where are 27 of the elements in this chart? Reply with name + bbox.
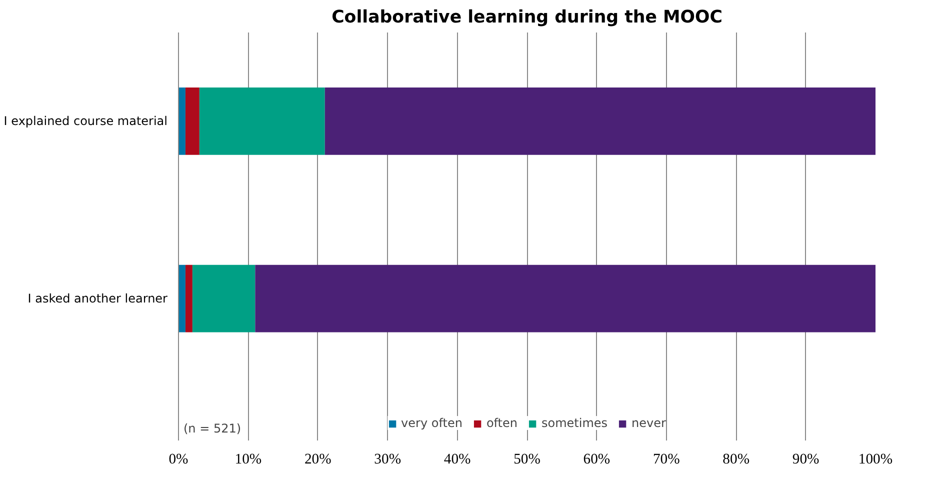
legend-label: often [486, 416, 518, 430]
bar [192, 264, 256, 332]
bar [185, 264, 192, 332]
x-tick-label: 60% [583, 452, 610, 468]
bar [185, 87, 200, 155]
bar [324, 87, 876, 155]
bar [178, 87, 186, 155]
chart-title: Collaborative learning during the MOOC [332, 8, 722, 28]
legend-label: sometimes [542, 416, 608, 430]
x-tick-label: 20% [304, 452, 332, 468]
x-tick-label: 40% [444, 452, 471, 468]
x-tick-label: 10% [234, 452, 262, 468]
legend-label: very often [401, 416, 462, 430]
x-tick-label: 90% [792, 452, 820, 468]
x-tick-label: 50% [514, 452, 540, 468]
bar [255, 264, 876, 332]
bar [178, 264, 186, 332]
y-tick-label: I explained course material [4, 114, 168, 128]
x-tick-label: 100% [858, 452, 893, 468]
bar [199, 87, 325, 155]
annotation: (n = 521) [184, 422, 242, 436]
x-tick-label: 70% [652, 452, 680, 468]
x-tick-label: 0% [168, 452, 188, 468]
x-tick-label: 80% [722, 452, 750, 468]
legend-label: never [632, 416, 666, 430]
x-tick-label: 30% [374, 452, 402, 468]
y-tick-label: I asked another learner [28, 292, 168, 306]
